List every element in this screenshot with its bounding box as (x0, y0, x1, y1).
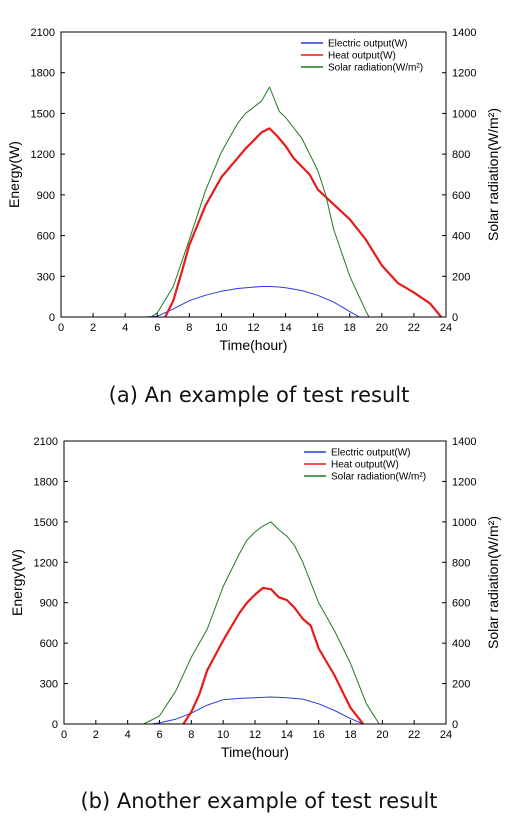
y-tick-label: 900 (40, 598, 58, 610)
legend-label: Heat output(W) (328, 51, 396, 62)
x-tick-label: 14 (281, 729, 293, 741)
x-tick-label: 4 (122, 322, 128, 334)
y2-tick-label: 1000 (452, 108, 476, 120)
x-tick-label: 2 (90, 322, 96, 334)
legend-label: Electric output(W) (328, 39, 407, 50)
series-line-3 (150, 86, 370, 318)
x-tick-label: 16 (312, 322, 324, 334)
x-tick-label: 24 (440, 322, 452, 334)
y2-tick-label: 800 (452, 557, 470, 569)
series-line-1 (151, 696, 364, 725)
x-tick-label: 22 (408, 729, 420, 741)
x-tick-label: 0 (58, 322, 64, 334)
y2-tick-label: 200 (452, 271, 470, 283)
x-tick-label: 8 (186, 322, 192, 334)
y-tick-label: 2100 (31, 27, 55, 39)
y-tick-label: 1800 (34, 476, 58, 488)
x-tick-label: 20 (376, 729, 388, 741)
x-tick-label: 6 (156, 729, 162, 741)
y2-axis-title: Solar radiation(W/m²) (485, 516, 501, 649)
x-tick-label: 16 (313, 729, 325, 741)
series-line-2 (164, 127, 443, 318)
y-tick-label: 900 (37, 190, 55, 202)
legend-label: Solar radiation(W/m²) (331, 472, 426, 483)
y2-tick-label: 1000 (452, 517, 476, 529)
x-tick-label: 18 (344, 729, 356, 741)
caption-a: (a) An example of test result (109, 383, 410, 407)
x-tick-label: 12 (249, 729, 261, 741)
legend-label: Solar radiation(W/m²) (328, 63, 423, 74)
y-tick-label: 1200 (34, 557, 58, 569)
x-axis-title: Time(hour) (221, 744, 289, 760)
legend-label: Heat output(W) (331, 460, 399, 471)
chart-a: 0 2 4 6 8 10 12 14 16 18 20 22 240300600900120015001… (6, 27, 501, 353)
legend-label: Electric output(W) (331, 448, 410, 459)
y2-tick-label: 0 (452, 312, 458, 324)
y-tick-label: 600 (40, 638, 58, 650)
x-tick-label: 18 (344, 322, 356, 334)
y2-tick-label: 1400 (452, 27, 476, 39)
series-line-3 (143, 521, 380, 725)
y-tick-label: 0 (49, 312, 55, 324)
y2-tick-label: 600 (452, 598, 470, 610)
series-line-1 (144, 286, 360, 318)
x-tick-label: 24 (440, 729, 452, 741)
y-tick-label: 0 (52, 719, 58, 731)
x-tick-label: 20 (376, 322, 388, 334)
y-tick-label: 600 (37, 231, 55, 243)
y2-tick-label: 600 (452, 190, 470, 202)
y-tick-label: 1800 (31, 68, 55, 80)
y2-tick-label: 400 (452, 638, 470, 650)
plot-frame (63, 440, 447, 725)
y2-axis-title: Solar radiation(W/m²) (485, 108, 501, 241)
y2-tick-label: 1400 (452, 436, 476, 448)
y2-tick-label: 400 (452, 231, 470, 243)
series-line-2 (182, 586, 365, 725)
y-tick-label: 1200 (31, 149, 55, 161)
y2-tick-label: 0 (452, 719, 458, 731)
caption-b: (b) Another example of test result (80, 789, 437, 813)
y2-tick-label: 200 (452, 679, 470, 691)
y-axis-title: Energy(W) (6, 141, 22, 208)
plot-frame (60, 31, 447, 318)
x-tick-label: 8 (188, 729, 194, 741)
y-axis-title: Energy(W) (9, 549, 25, 616)
x-tick-label: 10 (215, 322, 227, 334)
x-tick-label: 6 (154, 322, 160, 334)
y-tick-label: 1500 (31, 108, 55, 120)
x-tick-label: 0 (61, 729, 67, 741)
x-tick-label: 22 (408, 322, 420, 334)
x-tick-label: 2 (93, 729, 99, 741)
y2-tick-label: 1200 (452, 476, 476, 488)
x-tick-label: 4 (125, 729, 131, 741)
x-tick-label: 14 (279, 322, 291, 334)
x-tick-label: 12 (247, 322, 259, 334)
y-tick-label: 300 (37, 271, 55, 283)
chart-b: 0 2 4 6 8 10 12 14 16 18 20 22 240300600900120015001… (9, 436, 501, 760)
x-tick-label: 10 (217, 729, 229, 741)
y2-tick-label: 800 (452, 149, 470, 161)
y2-tick-label: 1200 (452, 68, 476, 80)
x-axis-title: Time(hour) (220, 337, 288, 353)
y-tick-label: 2100 (34, 436, 58, 448)
y-tick-label: 300 (40, 679, 58, 691)
y-tick-label: 1500 (34, 517, 58, 529)
